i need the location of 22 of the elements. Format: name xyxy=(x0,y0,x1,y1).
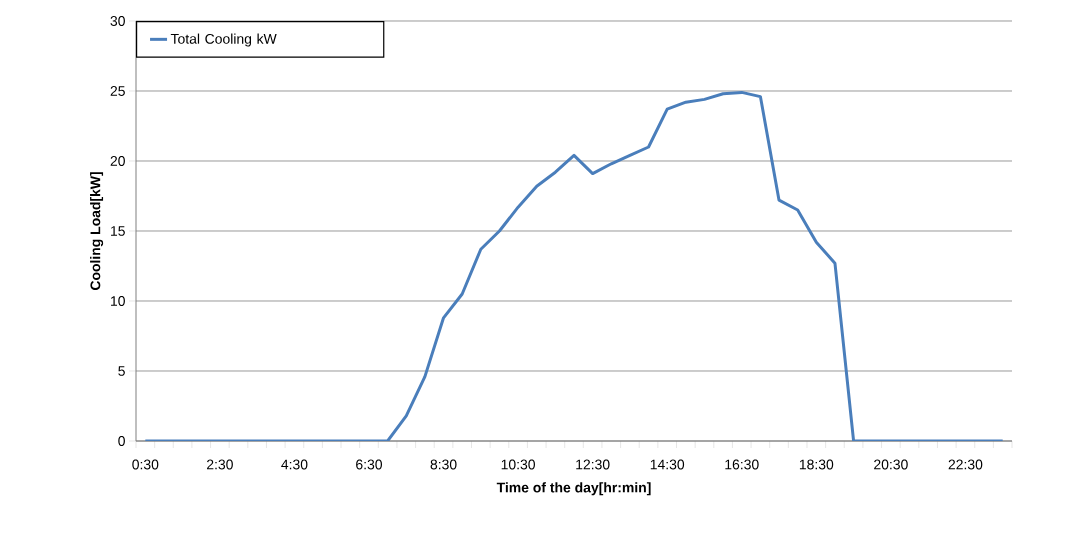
x-tick-label: 18:30 xyxy=(799,459,834,470)
y-axis-title: Cooling Load[kW] xyxy=(90,172,104,291)
x-tick-label: 22:30 xyxy=(948,459,983,470)
x-tick-label: 2:30 xyxy=(207,459,233,470)
x-tick-label: 6:30 xyxy=(356,459,383,470)
x-tick-label: 14:30 xyxy=(650,459,685,470)
x-tick-label: 12:30 xyxy=(576,459,610,470)
y-tick-label: 20 xyxy=(110,156,125,166)
y-tick-label: 15 xyxy=(111,226,125,236)
x-tick-label: 16:30 xyxy=(725,459,759,470)
y-tick-label: 25 xyxy=(110,86,125,96)
x-axis-title: Time of the day[hr:min] xyxy=(496,482,651,496)
x-tick-label: 10:30 xyxy=(501,459,535,470)
legend-label: Total Cooling kW xyxy=(170,33,277,47)
x-tick-label: 20:30 xyxy=(874,459,908,470)
x-tick-label: 8:30 xyxy=(430,459,457,470)
x-tick-label: 4:30 xyxy=(281,459,308,470)
y-tick-label: 10 xyxy=(111,296,125,306)
x-tick-label: 0:30 xyxy=(132,459,159,470)
y-tick-label: 30 xyxy=(110,16,125,26)
y-tick-label: 0 xyxy=(118,436,125,446)
y-tick-label: 5 xyxy=(118,366,125,376)
